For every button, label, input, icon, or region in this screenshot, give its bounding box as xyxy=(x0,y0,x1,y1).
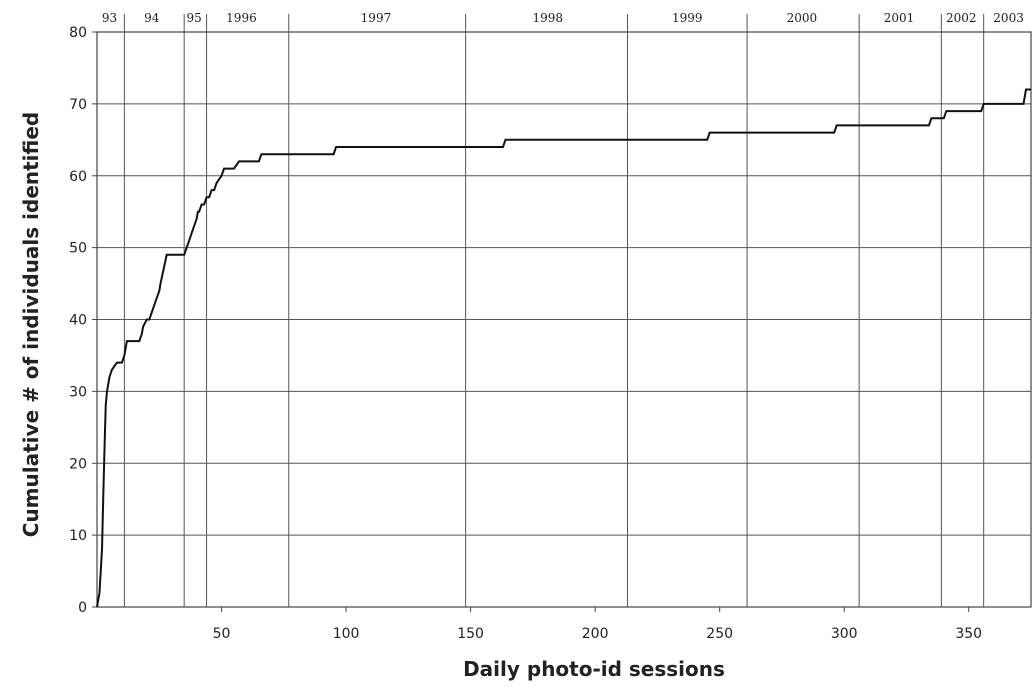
year-label: 1997 xyxy=(361,11,392,25)
x-tick-label: 100 xyxy=(333,626,360,642)
y-tick-label: 50 xyxy=(69,241,87,257)
x-tick-label: 300 xyxy=(831,626,858,642)
year-labels: 93 94 95 1996 1997 1998 1999 2000 2001 2002 2003 xyxy=(102,11,1024,25)
year-label: 93 xyxy=(102,11,117,25)
cumulative-discovery-curve xyxy=(96,88,1031,608)
x-tick-label: 150 xyxy=(457,626,484,642)
y-tick-label: 30 xyxy=(69,384,87,400)
x-axis-title: Daily photo-id sessions xyxy=(463,657,725,681)
year-label: 2002 xyxy=(946,11,977,25)
year-label: 95 xyxy=(186,11,201,25)
year-label: 2001 xyxy=(884,11,915,25)
x-tick-label: 350 xyxy=(955,626,982,642)
year-boundary-lines xyxy=(123,14,985,607)
year-label: 2003 xyxy=(993,11,1024,25)
year-label: 2000 xyxy=(787,11,818,25)
year-label: 1998 xyxy=(533,11,564,25)
year-label: 1996 xyxy=(226,11,257,25)
y-tick-label: 10 xyxy=(69,528,87,544)
x-tick-label: 200 xyxy=(582,626,609,642)
x-tick-label: 50 xyxy=(213,626,231,642)
y-tick-label: 20 xyxy=(69,456,87,472)
y-axis-title: Cumulative # of individuals identified xyxy=(19,112,43,537)
y-tick-label: 60 xyxy=(69,169,87,185)
y-tick-label: 0 xyxy=(78,600,87,616)
x-axis-ticks: 50 100 150 200 250 300 350 xyxy=(213,607,982,642)
y-tick-label: 80 xyxy=(69,25,87,41)
y-tick-label: 40 xyxy=(69,313,87,329)
year-label: 94 xyxy=(144,11,160,25)
plot-frame xyxy=(96,31,1032,608)
y-tick-label: 70 xyxy=(69,97,87,113)
x-tick-label: 250 xyxy=(706,626,733,642)
horizontal-gridlines xyxy=(97,31,1031,608)
year-label: 1999 xyxy=(672,11,703,25)
y-axis-ticks: 0 10 20 30 40 50 60 70 80 xyxy=(69,25,97,616)
